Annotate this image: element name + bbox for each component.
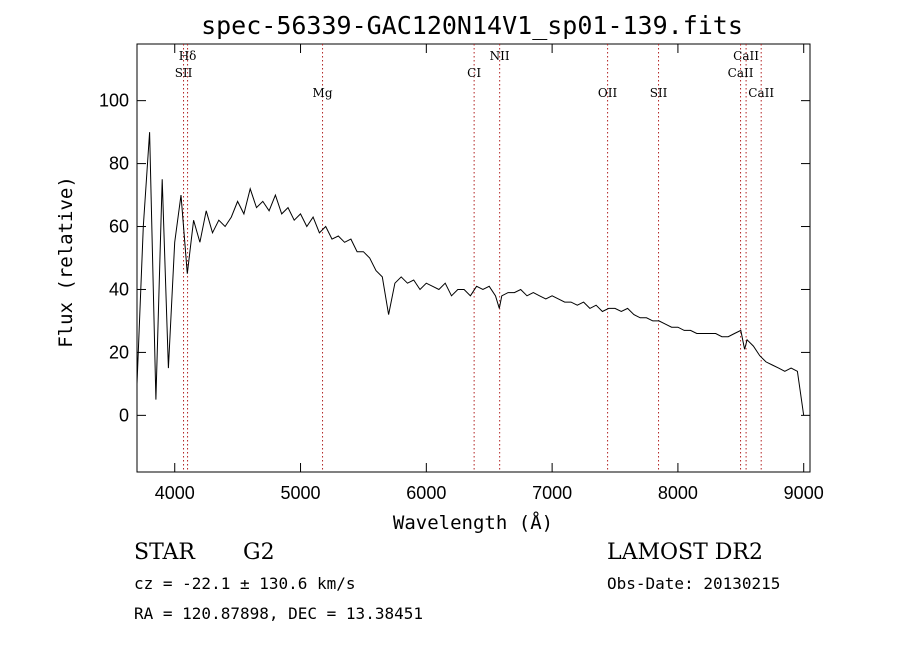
spectral-line-label: CaII bbox=[728, 66, 754, 80]
object-subclass: G2 bbox=[243, 540, 275, 565]
x-tick-label: 6000 bbox=[406, 483, 446, 503]
chart-title: spec-56339-GAC120N14V1_sp01-139.fits bbox=[201, 11, 743, 40]
spectral-line-label: SII bbox=[650, 86, 668, 100]
y-axis-ticks: 0 20 40 60 80 100 bbox=[99, 91, 810, 425]
spectral-line-label: SII bbox=[175, 66, 193, 80]
y-tick-label: 20 bbox=[109, 342, 129, 362]
y-tick-label: 40 bbox=[109, 279, 129, 299]
y-tick-label: 80 bbox=[109, 154, 129, 174]
spectral-line-label: Hδ bbox=[179, 49, 197, 63]
object-class: STAR bbox=[134, 540, 196, 565]
x-tick-label: 5000 bbox=[281, 483, 321, 503]
redshift-velocity: cz = -22.1 ± 130.6 km/s bbox=[134, 574, 356, 593]
spectral-line-labels: Hδ SII Mg CI NII OII SII CaII CaII CaII bbox=[175, 49, 775, 100]
x-axis-label: Wavelength (Å) bbox=[393, 511, 553, 534]
spectral-line-label: NII bbox=[490, 49, 510, 63]
y-tick-label: 60 bbox=[109, 217, 129, 237]
x-axis-ticks: 4000 5000 6000 7000 8000 9000 bbox=[155, 44, 824, 503]
spectrum-info: STAR G2 LAMOST DR2 cz = -22.1 ± 130.6 km… bbox=[134, 540, 780, 623]
spectral-line-label: CI bbox=[467, 66, 481, 80]
spectral-line-label: Mg bbox=[313, 86, 333, 100]
plot-area: Hδ SII Mg CI NII OII SII CaII CaII CaII 4000 5000 6… bbox=[99, 43, 824, 503]
plot-frame bbox=[136, 43, 811, 473]
spectral-line-label: OII bbox=[598, 86, 618, 100]
y-tick-label: 100 bbox=[99, 91, 129, 111]
survey-name: LAMOST DR2 bbox=[607, 540, 763, 565]
spectral-line-markers bbox=[183, 44, 762, 472]
y-tick-label: 0 bbox=[119, 405, 129, 425]
coordinates: RA = 120.87898, DEC = 13.38451 bbox=[134, 604, 423, 623]
spectral-line-label: CaII bbox=[748, 86, 774, 100]
x-tick-label: 9000 bbox=[784, 483, 824, 503]
observation-date: Obs-Date: 20130215 bbox=[607, 574, 780, 593]
x-tick-label: 8000 bbox=[658, 483, 698, 503]
y-axis-label: Flux (relative) bbox=[55, 176, 77, 348]
spectral-line-label: CaII bbox=[733, 49, 759, 63]
x-tick-label: 4000 bbox=[155, 483, 195, 503]
spectrum-series-line bbox=[136, 132, 805, 416]
x-tick-label: 7000 bbox=[532, 483, 572, 503]
